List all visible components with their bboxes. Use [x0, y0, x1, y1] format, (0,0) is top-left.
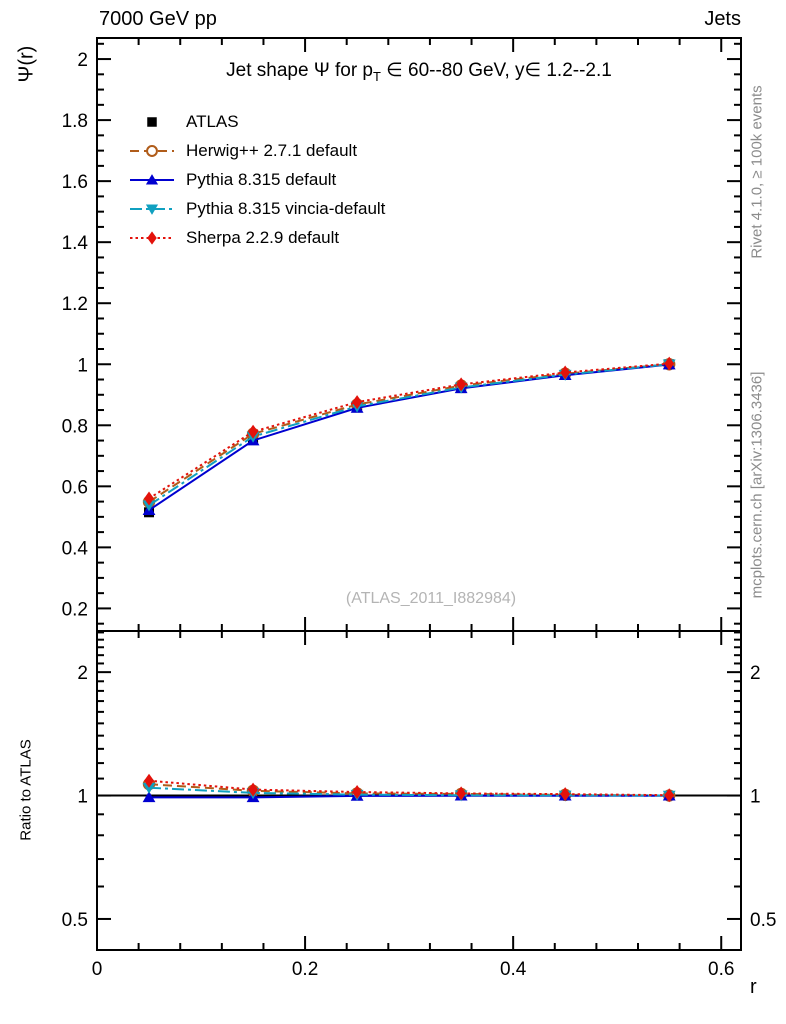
analysis-group-label: Jets	[704, 8, 741, 30]
legend-label: ATLAS	[186, 111, 239, 131]
legend-glyph	[147, 116, 157, 127]
marker-triangle-down	[142, 782, 156, 794]
marker-diamond	[248, 424, 259, 439]
ratio-line	[148, 779, 670, 797]
y-main-tick-label: 0.8	[62, 416, 88, 437]
series-mc	[142, 358, 676, 509]
legend-glyph	[130, 173, 174, 185]
legend-label: Herwig++ 2.7.1 default	[186, 140, 358, 160]
plot-title-suffix: ∈ 60--80 GeV, y∈ 1.2--2.1	[380, 60, 612, 81]
series-mc	[144, 356, 675, 506]
y-main-tick-label: 1.4	[62, 233, 89, 254]
marker-square	[147, 116, 157, 127]
ratio-line	[148, 783, 670, 797]
marker-diamond	[352, 395, 363, 410]
plot-title: Jet shape Ψ for pT ∈ 60--80 GeV, y∈ 1.2-…	[226, 59, 612, 84]
legend-item-mc-2: Pythia 8.315 default	[128, 165, 385, 194]
series-line	[148, 363, 670, 511]
marker-diamond	[147, 230, 157, 245]
legend-glyph	[130, 203, 174, 215]
marker-diamond	[664, 356, 675, 371]
marker-triangle-down	[142, 500, 156, 512]
marker-diamond	[352, 785, 363, 800]
marker-diamond	[456, 377, 467, 392]
y-main-tick-label: 1.6	[62, 172, 88, 193]
y-main-tick-label: 1.8	[62, 111, 88, 132]
marker-diamond	[560, 787, 571, 802]
rivet-version-note: Rivet 4.1.0, ≥ 100k events	[748, 85, 766, 259]
marker-diamond	[560, 365, 571, 380]
marker-diamond	[248, 782, 259, 797]
ratio-line	[148, 786, 670, 797]
marker-diamond	[144, 491, 155, 506]
legend-label: Pythia 8.315 default	[186, 169, 337, 189]
series-line	[148, 362, 670, 500]
mcplots-arxiv-note: mcplots.cern.ch [arXiv:1306.3436]	[748, 371, 766, 599]
legend-label: Pythia 8.315 vincia-default	[186, 198, 386, 218]
ratio-tick-label-right: 2	[750, 663, 761, 684]
y-main-tick-label: 0.6	[62, 477, 88, 498]
legend-item-mc-3: Pythia 8.315 vincia-default	[128, 194, 385, 223]
marker-diamond	[456, 786, 467, 801]
analysis-id-watermark: (ATLAS_2011_I882984)	[345, 590, 517, 607]
marker-diamond	[144, 773, 155, 788]
series-mc	[142, 358, 676, 515]
ratio-series	[142, 773, 676, 803]
x-tick-label: 0.6	[708, 959, 734, 980]
legend: ATLAS Herwig++ 2.7.1 default Pythia 8.315 …	[128, 107, 385, 252]
series-data-atlas	[144, 359, 675, 518]
x-tick-label: 0.4	[500, 959, 527, 980]
ratio-tick-label-left: 1	[77, 787, 88, 808]
plot-title-prefix: Jet shape Ψ for p	[226, 60, 373, 81]
y-axis-label-ratio: Ratio to ATLAS	[17, 739, 35, 841]
x-tick-label: 0.2	[292, 959, 318, 980]
ratio-panel-frame	[96, 630, 742, 951]
marker-open-circle	[146, 144, 158, 157]
legend-label: Sherpa 2.2.9 default	[186, 227, 340, 247]
axis-ticks	[96, 38, 741, 950]
series-line	[148, 363, 670, 503]
x-tick-label: 0	[92, 959, 103, 980]
marker-triangle-up	[142, 791, 156, 803]
y-main-tick-label: 0.2	[62, 599, 88, 620]
y-main-tick-label: 1	[77, 355, 88, 376]
main-series	[142, 356, 676, 518]
legend-item-mc-4: Sherpa 2.2.9 default	[128, 223, 385, 252]
x-axis-label: r	[750, 976, 757, 998]
series-line	[148, 363, 670, 507]
ratio-tick-label-right: 0.5	[750, 910, 776, 931]
legend-glyph	[130, 230, 174, 245]
marker-diamond	[664, 788, 675, 803]
y-main-tick-label: 2	[77, 50, 88, 71]
ratio-tick-label-right: 1	[750, 787, 761, 808]
ratio-series-mc	[144, 773, 675, 803]
y-main-tick-label: 0.4	[62, 538, 89, 559]
ratio-tick-label-left: 0.5	[62, 910, 88, 931]
series-mc	[142, 359, 676, 512]
ratio-tick-label-left: 2	[77, 663, 88, 684]
beam-energy-label: 7000 GeV pp	[99, 8, 217, 30]
marker-triangle-down	[145, 203, 159, 215]
marker-triangle-up	[145, 173, 159, 185]
plot-title-subscript: T	[373, 68, 381, 84]
y-axis-label-main: Ψ(r)	[15, 45, 38, 83]
legend-glyph	[130, 144, 174, 157]
legend-item-atlas: ATLAS	[128, 107, 385, 136]
legend-item-mc-1: Herwig++ 2.7.1 default	[128, 136, 385, 165]
y-main-tick-label: 1.2	[62, 294, 88, 315]
